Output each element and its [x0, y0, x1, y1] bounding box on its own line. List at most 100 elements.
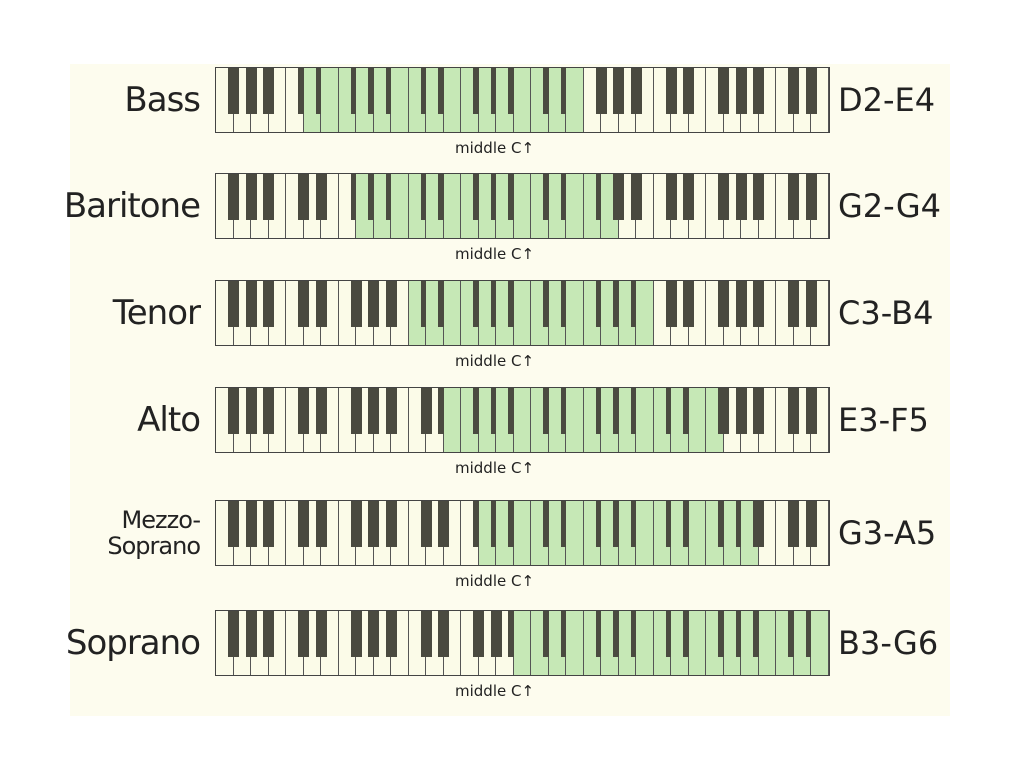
black-key — [788, 388, 800, 434]
voice-label: Bass — [124, 80, 201, 120]
black-key — [683, 174, 695, 220]
white-key — [513, 388, 532, 452]
white-key — [636, 68, 654, 132]
white-key — [566, 501, 584, 565]
middle-c-marker: middle C↑ — [455, 139, 535, 157]
range-label: D2-E4 — [838, 81, 936, 119]
white-key — [811, 174, 829, 238]
black-key — [315, 281, 327, 327]
black-key — [630, 68, 642, 114]
black-key — [228, 174, 239, 220]
black-key — [805, 174, 817, 220]
black-key — [735, 388, 747, 434]
black-key — [805, 501, 817, 547]
black-key — [315, 611, 327, 657]
white-key — [391, 68, 409, 132]
middle-c-marker: middle C↑ — [455, 682, 535, 700]
black-key — [665, 68, 677, 114]
white-key — [269, 281, 287, 345]
black-key — [595, 68, 607, 114]
middle-c-marker: middle C↑ — [455, 352, 535, 370]
black-key — [228, 501, 239, 547]
black-key — [753, 174, 765, 220]
black-key — [490, 611, 502, 657]
black-key — [788, 281, 800, 327]
white-key — [566, 68, 584, 132]
piano-keyboard — [215, 67, 830, 133]
white-key — [636, 281, 654, 345]
black-key — [788, 174, 800, 220]
black-key — [718, 174, 730, 220]
white-key — [444, 501, 462, 565]
black-key — [298, 501, 310, 547]
range-label: E3-F5 — [838, 401, 929, 439]
black-key — [420, 388, 432, 434]
range-label: B3-G6 — [838, 624, 939, 662]
white-key — [391, 174, 409, 238]
black-key — [805, 281, 817, 327]
black-key — [473, 611, 485, 657]
white-key — [688, 501, 707, 565]
black-key — [245, 611, 257, 657]
black-key — [735, 68, 747, 114]
piano-keyboard — [215, 173, 830, 239]
voice-row: Mezzo- Soprano G3-A5 middle C↑ — [0, 500, 1020, 600]
piano-keyboard — [215, 387, 830, 453]
white-key — [636, 501, 654, 565]
white-key — [391, 611, 409, 675]
black-key — [805, 388, 817, 434]
black-key — [245, 68, 257, 114]
black-key — [788, 501, 800, 547]
white-key — [269, 501, 287, 565]
black-key — [368, 281, 380, 327]
black-key — [613, 174, 625, 220]
black-key — [368, 388, 380, 434]
black-key — [718, 281, 730, 327]
white-key — [513, 281, 532, 345]
black-key — [613, 68, 625, 114]
white-key — [321, 611, 339, 675]
white-key — [688, 388, 707, 452]
piano-keyboard — [215, 610, 830, 676]
black-key — [263, 174, 275, 220]
black-key — [315, 174, 327, 220]
white-key — [321, 501, 339, 565]
black-key — [350, 611, 362, 657]
black-key — [735, 174, 747, 220]
black-key — [298, 174, 310, 220]
range-label: G2-G4 — [838, 187, 942, 225]
black-key — [683, 281, 695, 327]
white-key — [758, 611, 777, 675]
range-label: C3-B4 — [838, 294, 934, 332]
voice-label: Tenor — [112, 293, 201, 333]
white-key — [391, 281, 409, 345]
black-key — [385, 501, 397, 547]
black-key — [630, 174, 642, 220]
black-key — [228, 611, 239, 657]
black-key — [805, 68, 817, 114]
white-key — [321, 388, 339, 452]
voice-row: Alto E3-F5 middle C↑ — [0, 387, 1020, 487]
black-key — [683, 68, 695, 114]
voice-row: Baritone G2-G4 middle C↑ — [0, 173, 1020, 273]
white-key — [391, 388, 409, 452]
black-key — [228, 281, 239, 327]
black-key — [315, 388, 327, 434]
black-key — [245, 501, 257, 547]
voice-label: Alto — [137, 400, 201, 440]
white-key — [811, 611, 829, 675]
white-key — [443, 68, 462, 132]
black-key — [245, 174, 257, 220]
white-key — [566, 281, 584, 345]
white-key — [443, 388, 462, 452]
white-key — [321, 281, 339, 345]
middle-c-marker: middle C↑ — [455, 245, 535, 263]
black-key — [420, 501, 432, 547]
white-key — [321, 174, 339, 238]
voice-row: Tenor C3-B4 middle C↑ — [0, 280, 1020, 380]
black-key — [263, 501, 275, 547]
black-key — [385, 281, 397, 327]
white-key — [443, 174, 462, 238]
white-key — [759, 281, 777, 345]
white-key — [321, 68, 339, 132]
